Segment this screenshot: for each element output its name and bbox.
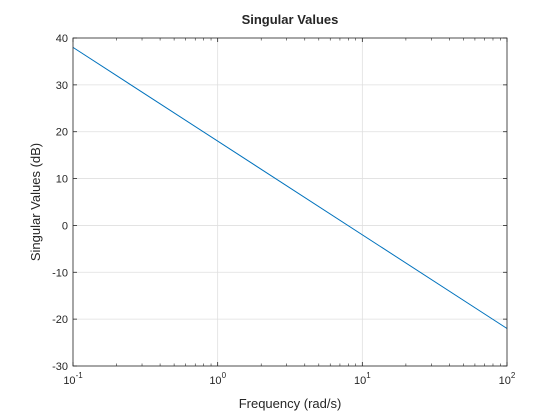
plot-box [72,37,508,367]
plot-background [73,38,507,366]
singular-value-line [72,46,508,329]
y-tick-label: 30 [56,80,68,92]
x-tick-label: 100 [209,371,226,387]
x-tick-label: 101 [354,371,371,387]
y-tick-label: 20 [56,127,68,139]
y-tick-label: 40 [56,33,68,45]
x-axis-label: Frequency (rad/s) [239,396,342,411]
x-tick-label: 10-1 [63,371,83,387]
y-tick-label: 10 [56,174,68,186]
chart-title: Singular Values [242,12,339,27]
y-axis-label: Singular Values (dB) [28,143,43,261]
x-tick-label: 102 [499,371,516,387]
y-tick-label: -10 [52,267,68,279]
ticks: -30 -20 -10 0 10 20 30 40 10-1 100 101 102 [52,33,516,387]
series-layer [72,46,508,329]
y-tick-label: -20 [52,314,68,326]
y-tick-label: -30 [52,361,68,373]
y-tick-label: 0 [62,220,68,232]
